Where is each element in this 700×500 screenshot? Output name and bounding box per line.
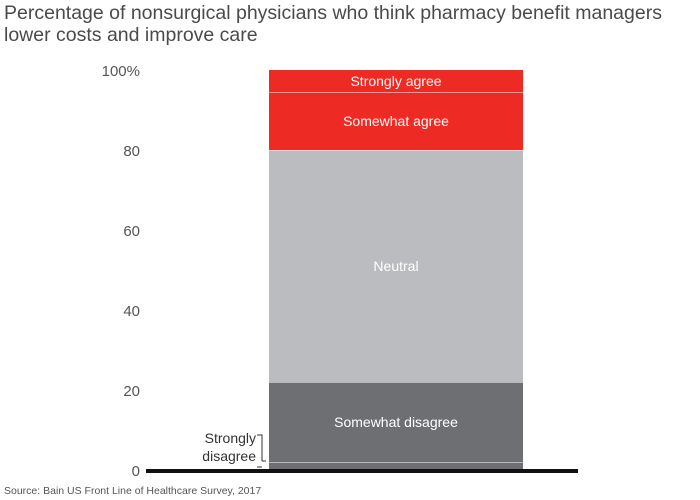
segment-label-strongly-disagree-line-2: disagree	[202, 448, 256, 464]
bar-segment-somewhat-agree	[269, 92, 523, 150]
y-tick-label: 40	[123, 303, 140, 320]
chart-title-line-2: lower costs and improve care	[4, 24, 258, 46]
y-tick-label: 0	[132, 463, 140, 480]
segment-label-somewhat-disagree: Somewhat disagree	[334, 414, 458, 430]
source-note: Source: Bain US Front Line of Healthcare…	[4, 485, 262, 497]
y-tick-label: 100%	[102, 63, 140, 80]
chart-title-line-1: Percentage of nonsurgical physicians who…	[4, 2, 662, 24]
segment-label-somewhat-agree: Somewhat agree	[343, 113, 449, 129]
y-tick-label: 20	[123, 383, 140, 400]
y-tick-label: 80	[123, 143, 140, 160]
bar-segment-neutral	[269, 150, 523, 382]
y-tick-label: 60	[123, 223, 140, 240]
segment-label-strongly-agree: Strongly agree	[350, 73, 441, 89]
segment-label-neutral: Neutral	[373, 258, 418, 274]
segment-label-strongly-disagree-line-1: Strongly	[205, 430, 256, 446]
chart-title: Percentage of nonsurgical physicians who…	[4, 2, 696, 46]
bar-segment-strongly-agree	[269, 70, 523, 92]
bar-segment-somewhat-disagree	[269, 382, 523, 462]
bar-segment-strongly-disagree	[269, 462, 523, 470]
strongly-disagree-bracket	[257, 434, 266, 471]
